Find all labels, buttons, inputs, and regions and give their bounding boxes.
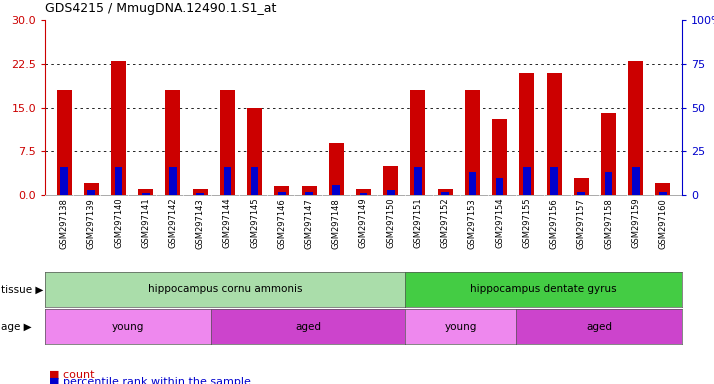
Bar	[278, 192, 286, 195]
Bar	[465, 90, 480, 195]
Bar	[655, 183, 670, 195]
Bar	[274, 186, 289, 195]
Bar	[56, 90, 71, 195]
Text: hippocampus cornu ammonis: hippocampus cornu ammonis	[148, 285, 302, 295]
Bar	[659, 192, 667, 195]
Text: ■ count: ■ count	[49, 369, 94, 379]
Bar	[519, 73, 534, 195]
Bar	[84, 183, 99, 195]
Bar	[247, 108, 262, 195]
Text: GDS4215 / MmugDNA.12490.1.S1_at: GDS4215 / MmugDNA.12490.1.S1_at	[45, 2, 276, 15]
Bar	[468, 172, 476, 195]
Bar	[547, 73, 561, 195]
Bar	[574, 177, 589, 195]
Bar	[441, 192, 449, 195]
Bar	[88, 190, 95, 195]
Bar	[139, 189, 154, 195]
Bar	[578, 192, 585, 195]
Bar	[438, 189, 453, 195]
Text: young: young	[444, 321, 477, 331]
Bar	[333, 184, 340, 195]
Bar	[628, 61, 643, 195]
Bar	[523, 167, 531, 195]
Bar	[632, 167, 640, 195]
Bar	[60, 167, 68, 195]
Bar	[223, 167, 231, 195]
Bar	[605, 172, 613, 195]
Bar	[220, 90, 235, 195]
Text: young: young	[112, 321, 144, 331]
Bar	[356, 189, 371, 195]
Text: ■ percentile rank within the sample: ■ percentile rank within the sample	[49, 377, 251, 384]
Bar	[115, 167, 122, 195]
Bar	[328, 142, 343, 195]
Bar	[383, 166, 398, 195]
Bar	[306, 192, 313, 195]
Bar	[251, 167, 258, 195]
Bar	[601, 113, 616, 195]
Bar	[387, 190, 395, 195]
Bar	[301, 186, 316, 195]
Bar	[166, 90, 181, 195]
Bar	[550, 167, 558, 195]
Text: aged: aged	[586, 321, 612, 331]
Bar	[193, 189, 208, 195]
Bar	[414, 167, 422, 195]
Text: aged: aged	[295, 321, 321, 331]
Bar	[111, 61, 126, 195]
Bar	[411, 90, 426, 195]
Bar	[196, 193, 204, 195]
Bar	[142, 193, 149, 195]
Bar	[360, 193, 367, 195]
Text: tissue ▶: tissue ▶	[1, 285, 44, 295]
Text: hippocampus dentate gyrus: hippocampus dentate gyrus	[471, 285, 617, 295]
Bar	[492, 119, 507, 195]
Bar	[496, 177, 503, 195]
Text: age ▶: age ▶	[1, 321, 32, 331]
Bar	[169, 167, 177, 195]
